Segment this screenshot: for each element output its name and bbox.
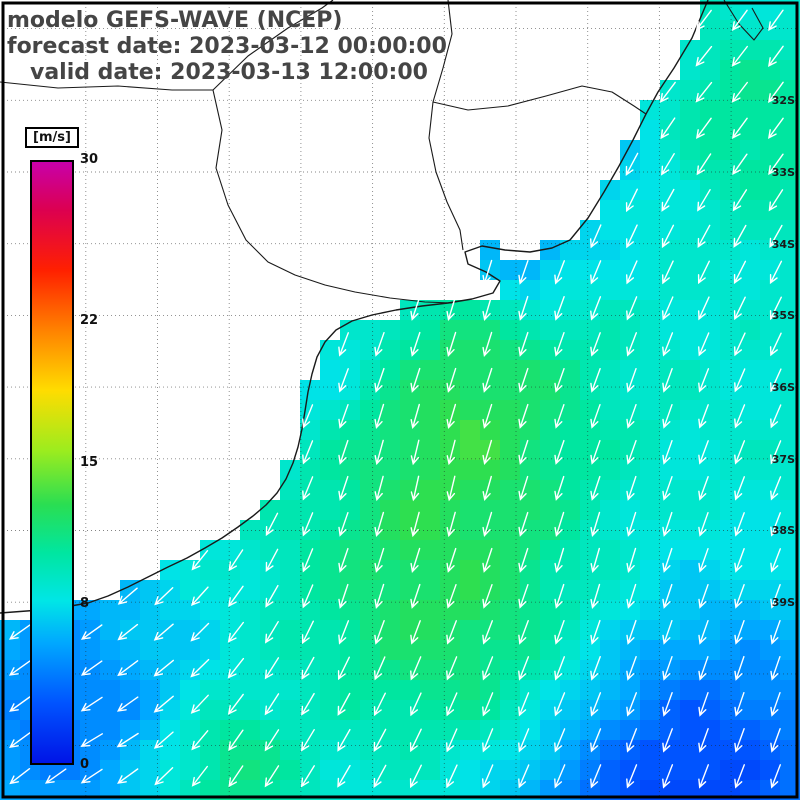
lat-label-36S: 36S <box>771 381 795 394</box>
colorbar-tick-15: 15 <box>80 454 99 470</box>
colorbar-tick-0: 0 <box>80 757 90 772</box>
colorbar-tick-30: 30 <box>80 152 99 167</box>
colorbar-units-label: [m/s] <box>25 127 79 148</box>
lat-label-33S: 33S <box>771 166 795 179</box>
lat-label-34S: 34S <box>771 238 795 251</box>
colorbar <box>30 160 74 765</box>
grid-lines <box>3 3 797 797</box>
lat-label-35S: 35S <box>771 309 795 322</box>
colorbar-tick-8: 8 <box>80 595 90 611</box>
coastline <box>0 0 764 614</box>
lat-label-38S: 38S <box>771 524 795 537</box>
lat-label-32S: 32S <box>771 94 795 107</box>
lat-label-39S: 39S <box>771 596 795 609</box>
colorbar-tick-22: 22 <box>80 313 99 329</box>
lat-label-37S: 37S <box>771 453 795 466</box>
